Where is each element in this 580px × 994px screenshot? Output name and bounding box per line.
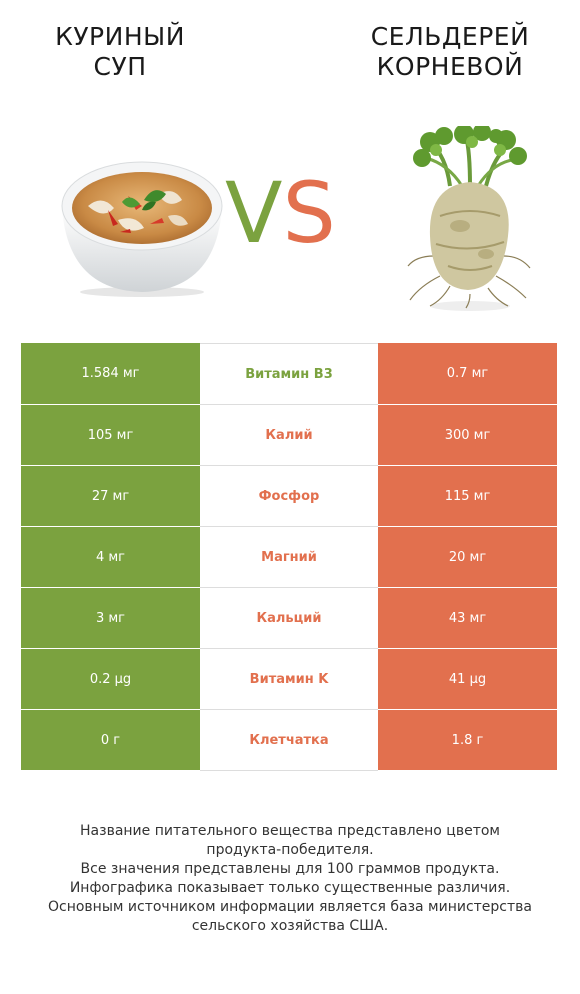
right-value: 41 µg: [378, 649, 557, 710]
nutrient-name: Калий: [200, 405, 378, 466]
left-value: 27 мг: [21, 466, 200, 527]
footnote-line: Название питательного вещества представл…: [80, 823, 500, 839]
footnote-line: Основным источником информации является …: [48, 899, 532, 915]
table-row: 0.2 µg Витамин K 41 µg: [21, 649, 557, 710]
footnote-line: Инфографика показывает только существенн…: [69, 880, 511, 896]
left-value: 4 мг: [21, 527, 200, 588]
nutrient-name: Магний: [200, 527, 378, 588]
right-title-line-2: КОРНЕВОЙ: [376, 52, 524, 81]
left-value: 1.584 мг: [21, 343, 200, 405]
right-value: 0.7 мг: [378, 343, 557, 405]
right-value: 300 мг: [378, 405, 557, 466]
nutrient-name: Клетчатка: [200, 710, 378, 771]
left-value: 0 г: [21, 710, 200, 771]
table-row: 4 мг Магний 20 мг: [21, 527, 557, 588]
left-value: 0.2 µg: [21, 649, 200, 710]
footnote-line: продукта-победителя.: [206, 842, 374, 858]
right-value: 1.8 г: [378, 710, 557, 771]
right-product-title: СЕЛЬДЕРЕЙ КОРНЕВОЙ: [330, 22, 570, 82]
table-row: 1.584 мг Витамин B3 0.7 мг: [21, 343, 557, 405]
vs-letter-s: S: [282, 164, 336, 262]
left-value: 3 мг: [21, 588, 200, 649]
right-title-line-1: СЕЛЬДЕРЕЙ: [370, 22, 530, 51]
nutrient-name: Фосфор: [200, 466, 378, 527]
nutrient-name: Витамин B3: [200, 343, 378, 405]
table-row: 0 г Клетчатка 1.8 г: [21, 710, 557, 771]
celery-root-icon: [407, 126, 531, 311]
left-value: 105 мг: [21, 405, 200, 466]
left-product-title: КУРИНЫЙ СУП: [0, 22, 240, 82]
right-value: 115 мг: [378, 466, 557, 527]
footnote-line: Все значения представлены для 100 граммо…: [80, 861, 500, 877]
left-title-line-2: СУП: [93, 52, 147, 81]
right-value: 43 мг: [378, 588, 557, 649]
right-value: 20 мг: [378, 527, 557, 588]
left-title-line-1: КУРИНЫЙ: [55, 22, 185, 51]
table-row: 105 мг Калий 300 мг: [21, 405, 557, 466]
table-row: 27 мг Фосфор 115 мг: [21, 466, 557, 527]
nutrient-comparison-table: 1.584 мг Витамин B3 0.7 мг 105 мг Калий 300 м…: [21, 343, 557, 771]
footnote-line: сельского хозяйства США.: [191, 918, 389, 934]
nutrient-name: Витамин K: [200, 649, 378, 710]
versus-label: VS: [225, 168, 336, 258]
vs-letter-v: V: [225, 164, 283, 262]
table-row: 3 мг Кальций 43 мг: [21, 588, 557, 649]
footnote: Название питательного вещества представл…: [0, 822, 580, 936]
soup-bowl-icon: [61, 161, 223, 297]
nutrient-name: Кальций: [200, 588, 378, 649]
